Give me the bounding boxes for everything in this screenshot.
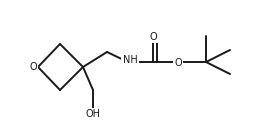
Text: NH: NH — [123, 55, 137, 65]
Text: O: O — [174, 58, 182, 68]
Text: O: O — [149, 32, 157, 42]
Text: OH: OH — [86, 109, 100, 119]
Text: O: O — [29, 62, 37, 72]
